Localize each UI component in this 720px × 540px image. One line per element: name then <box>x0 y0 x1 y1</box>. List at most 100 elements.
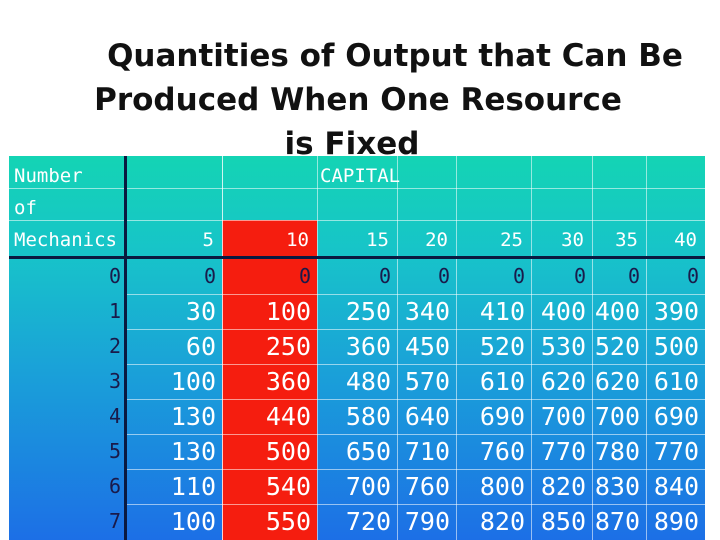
grid-line-vertical <box>456 156 457 540</box>
mechanics-count: 6 <box>108 474 121 498</box>
table-cell: 440 <box>265 402 311 431</box>
table-cell: 110 <box>170 472 216 501</box>
table-cell: 0 <box>627 264 640 288</box>
table-cell: 580 <box>345 402 391 431</box>
grid-line-horizontal <box>9 188 705 189</box>
table-cell: 340 <box>404 297 450 326</box>
table-cell: 760 <box>404 472 450 501</box>
table-cell: 520 <box>594 332 640 361</box>
table-cell: 400 <box>594 297 640 326</box>
grid-line-horizontal <box>124 364 705 365</box>
table-cell: 100 <box>170 367 216 396</box>
table-cell: 650 <box>345 437 391 466</box>
capital-label: CAPITAL <box>320 165 401 187</box>
table-cell: 770 <box>653 437 699 466</box>
table-cell: 540 <box>265 472 311 501</box>
table-cell: 0 <box>512 264 525 288</box>
table-cell: 530 <box>540 332 586 361</box>
table-cell: 500 <box>265 437 311 466</box>
table-cell: 840 <box>653 472 699 501</box>
grid-line-vertical <box>531 156 532 540</box>
table-cell: 60 <box>185 332 216 361</box>
grid-line-vertical <box>646 156 647 540</box>
mechanics-count: 0 <box>108 264 121 288</box>
table-cell: 710 <box>404 437 450 466</box>
table-cell: 550 <box>265 507 311 536</box>
table-cell: 0 <box>298 264 311 288</box>
table-cell: 0 <box>686 264 699 288</box>
title-line-2: Produced When One Resource <box>94 82 622 118</box>
table-cell: 870 <box>594 507 640 536</box>
table-cell: 720 <box>345 507 391 536</box>
capital-value-header: 20 <box>425 229 448 251</box>
mechanics-count: 3 <box>108 369 121 393</box>
table-cell: 250 <box>345 297 391 326</box>
table-cell: 0 <box>203 264 216 288</box>
grid-line-horizontal <box>124 469 705 470</box>
table-cell: 640 <box>404 402 450 431</box>
table-cell: 360 <box>345 332 391 361</box>
grid-line-horizontal <box>124 504 705 505</box>
row-header-line-2: of <box>14 197 37 219</box>
table-cell: 450 <box>404 332 450 361</box>
capital-value-header: 25 <box>500 229 523 251</box>
table-cell: 690 <box>653 402 699 431</box>
table-cell: 890 <box>653 507 699 536</box>
table-cell: 820 <box>540 472 586 501</box>
mechanics-count: 1 <box>108 299 121 323</box>
table-cell: 690 <box>479 402 525 431</box>
capital-value-header: 10 <box>286 229 309 251</box>
capital-value-header: 30 <box>561 229 584 251</box>
table-cell: 790 <box>404 507 450 536</box>
table-cell: 0 <box>437 264 450 288</box>
table-cell: 780 <box>594 437 640 466</box>
table-cell: 700 <box>540 402 586 431</box>
capital-value-header: 35 <box>615 229 638 251</box>
grid-line-horizontal <box>124 434 705 435</box>
table-cell: 250 <box>265 332 311 361</box>
table-cell: 820 <box>479 507 525 536</box>
grid-line-vertical <box>592 156 593 540</box>
grid-line-horizontal <box>124 294 705 295</box>
table-cell: 360 <box>265 367 311 396</box>
table-cell: 700 <box>345 472 391 501</box>
table-cell: 130 <box>170 437 216 466</box>
table-cell: 100 <box>170 507 216 536</box>
table-cell: 30 <box>185 297 216 326</box>
table-cell: 130 <box>170 402 216 431</box>
table-cell: 700 <box>594 402 640 431</box>
table-cell: 410 <box>479 297 525 326</box>
table-cell: 400 <box>540 297 586 326</box>
title-line-1: Quantities of Output that Can Be <box>107 38 683 74</box>
table-cell: 520 <box>479 332 525 361</box>
grid-line-horizontal <box>9 220 705 221</box>
grid-line-horizontal <box>124 399 705 400</box>
table-cell: 830 <box>594 472 640 501</box>
table-cell: 0 <box>378 264 391 288</box>
grid-line-vertical <box>397 156 398 540</box>
header-divider-vertical <box>124 156 127 540</box>
mechanics-count: 4 <box>108 404 121 428</box>
page-title: Quantities of Output that Can Be Produce… <box>0 34 720 166</box>
table-cell: 610 <box>653 367 699 396</box>
row-header-line-1: Number <box>14 165 83 187</box>
table-cell: 390 <box>653 297 699 326</box>
table-cell: 480 <box>345 367 391 396</box>
capital-value-header: 15 <box>366 229 389 251</box>
capital-value-header: 5 <box>202 229 214 251</box>
header-divider-horizontal <box>9 256 705 259</box>
row-header-line-3: Mechanics <box>14 229 117 251</box>
mechanics-count: 2 <box>108 334 121 358</box>
table-cell: 620 <box>540 367 586 396</box>
mechanics-count: 7 <box>108 509 121 533</box>
capital-value-header: 40 <box>674 229 697 251</box>
row-header-label: Number of Mechanics <box>14 160 117 256</box>
table-cell: 770 <box>540 437 586 466</box>
highlighted-column <box>222 220 317 540</box>
grid-line-horizontal <box>124 329 705 330</box>
table-cell: 760 <box>479 437 525 466</box>
table-cell: 500 <box>653 332 699 361</box>
table-cell: 850 <box>540 507 586 536</box>
table-cell: 100 <box>265 297 311 326</box>
output-table: Number of Mechanics CAPITAL 5 10 15 20 25 30 3… <box>9 156 705 540</box>
